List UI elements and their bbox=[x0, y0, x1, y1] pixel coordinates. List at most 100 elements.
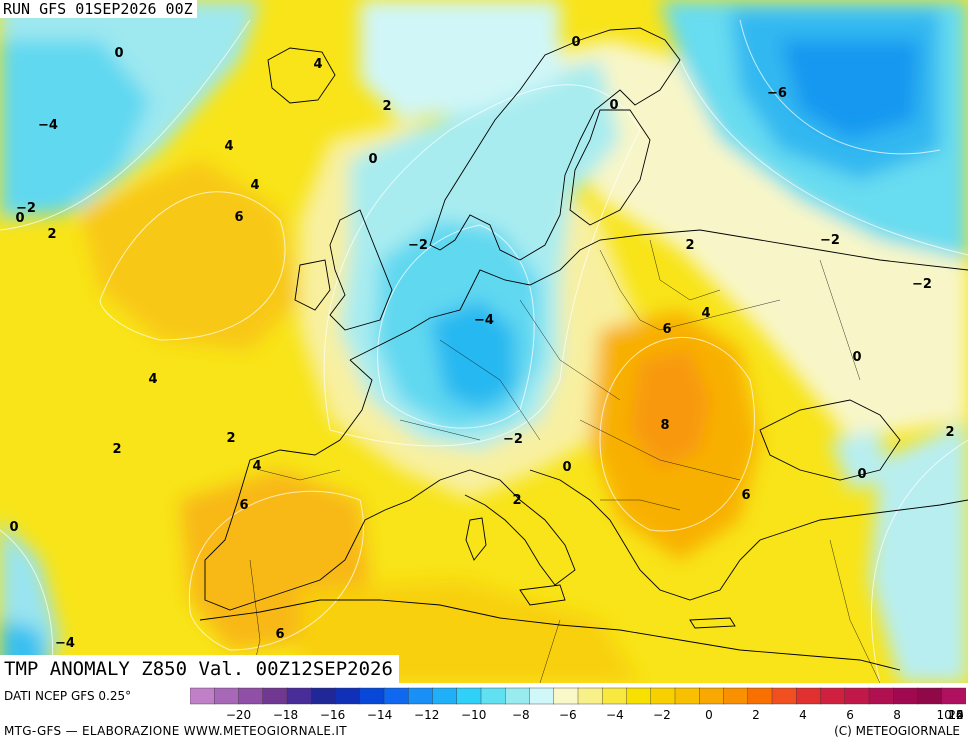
colorbar-swatch bbox=[844, 687, 870, 705]
colorbar-tick-label: 20 bbox=[948, 708, 963, 722]
colorbar-swatch bbox=[408, 687, 434, 705]
colorbar-tick-label: −20 bbox=[226, 708, 251, 722]
colorbar-tick-label: 16 bbox=[948, 708, 963, 722]
coastline-ireland bbox=[294, 259, 331, 311]
colorbar-swatch bbox=[820, 687, 846, 705]
colorbar-swatch bbox=[262, 687, 288, 705]
colorbar-swatch bbox=[238, 687, 264, 705]
coastline-scandinavia bbox=[429, 27, 681, 261]
contour-label: 2 bbox=[685, 238, 694, 253]
colorbar-swatch bbox=[577, 687, 603, 705]
contour-label: −2 bbox=[912, 277, 932, 292]
coastline-continent bbox=[349, 229, 968, 361]
colorbar-tick-label: −14 bbox=[367, 708, 392, 722]
colorbar-swatch bbox=[917, 687, 943, 705]
colorbar-swatch bbox=[456, 687, 482, 705]
data-source-label: DATI NCEP GFS 0.25° bbox=[4, 689, 132, 703]
coastline-sicily bbox=[519, 584, 566, 606]
coastline-turkey bbox=[789, 499, 968, 531]
run-label: RUN GFS 01SEP2026 00Z bbox=[0, 0, 197, 18]
contour-label: 6 bbox=[662, 322, 671, 337]
contour-label: −2 bbox=[503, 432, 523, 447]
colorbar-swatch bbox=[796, 687, 822, 705]
colorbar-tick-label: −8 bbox=[512, 708, 530, 722]
contour-label: −2 bbox=[16, 201, 36, 216]
colorbar-tick-label: 0 bbox=[705, 708, 713, 722]
colorbar-swatch bbox=[529, 687, 555, 705]
contour-label: 2 bbox=[945, 425, 954, 440]
colorbar-swatch bbox=[480, 687, 506, 705]
colorbar-tick-label: −4 bbox=[606, 708, 624, 722]
contour-label: −4 bbox=[38, 118, 58, 133]
contour-label: 0 bbox=[368, 152, 377, 167]
contour-label: 6 bbox=[275, 627, 284, 642]
contour-label: 8 bbox=[660, 418, 669, 433]
field-zone-cold-se bbox=[870, 420, 968, 683]
coastline-iceland bbox=[267, 47, 336, 104]
contour-label: 0 bbox=[609, 98, 618, 113]
colorbar-swatch bbox=[432, 687, 458, 705]
contour-label: 6 bbox=[234, 210, 243, 225]
colorbar-tick-label: 8 bbox=[893, 708, 901, 722]
colorbar-tick-label: −12 bbox=[414, 708, 439, 722]
colorbar-swatch bbox=[868, 687, 894, 705]
anomaly-map: 0 4 2 0 0 0 −6 −4 4 4 6 −2 0 2 −2 2 −2 −… bbox=[0, 0, 968, 683]
colorbar-swatch bbox=[602, 687, 628, 705]
colorbar-swatch bbox=[553, 687, 579, 705]
contour-label: 4 bbox=[250, 178, 259, 193]
colorbar-swatch bbox=[747, 687, 773, 705]
coastline-sardinia bbox=[465, 517, 487, 561]
colorbar-swatch bbox=[893, 687, 919, 705]
colorbar-swatch bbox=[723, 687, 749, 705]
coastline-france-iberia bbox=[204, 359, 441, 611]
colorbar-swatch bbox=[190, 687, 215, 705]
field-zone-light-yellow bbox=[520, 40, 968, 440]
colorbar-tick-label: 4 bbox=[799, 708, 807, 722]
colorbar-swatch bbox=[505, 687, 531, 705]
contour-label: 0 bbox=[852, 350, 861, 365]
colorbar-swatches bbox=[190, 687, 966, 705]
coastline-crete bbox=[689, 617, 736, 629]
coastline-italy bbox=[439, 469, 576, 586]
contour-label: 6 bbox=[239, 498, 248, 513]
colorbar-swatch bbox=[674, 687, 700, 705]
colorbar-swatch bbox=[214, 687, 240, 705]
field-zone-cold-ne-inner bbox=[780, 40, 920, 140]
colorbar-swatch bbox=[359, 687, 385, 705]
contour-label: −4 bbox=[474, 313, 494, 328]
coastlines bbox=[199, 27, 968, 671]
colorbar: −20 −18 −16 −14 −12 −10 −8 −6 −4 −2 0 2 4 6 8 101214162… bbox=[190, 687, 966, 722]
contour-label: 6 bbox=[741, 488, 750, 503]
field-zone-cold-central-core bbox=[430, 300, 515, 410]
contour-label: 2 bbox=[112, 442, 121, 457]
contour-label: 0 bbox=[15, 211, 24, 226]
contour-label: 2 bbox=[226, 431, 235, 446]
colorbar-tick-label: 12 bbox=[948, 708, 963, 722]
contour-label: 2 bbox=[512, 493, 521, 508]
footer: DATI NCEP GFS 0.25° −20 −18 −16 −14 −12 −10 −8… bbox=[0, 683, 968, 745]
colorbar-swatch bbox=[626, 687, 652, 705]
colorbar-tick-label: −18 bbox=[273, 708, 298, 722]
colorbar-ticks: −20 −18 −16 −14 −12 −10 −8 −6 −4 −2 0 2 4 6 8 101214162… bbox=[226, 708, 964, 722]
colorbar-tick-label: 6 bbox=[846, 708, 854, 722]
contour-label: 0 bbox=[571, 35, 580, 50]
contour-label: 0 bbox=[9, 520, 18, 535]
contour-label: 4 bbox=[701, 306, 710, 321]
contour-label: 4 bbox=[313, 57, 322, 72]
field-zone-cold-arctic bbox=[360, 0, 560, 120]
borders bbox=[249, 239, 881, 683]
contour-label: −2 bbox=[820, 233, 840, 248]
contour-label: 0 bbox=[114, 46, 123, 61]
colorbar-swatch bbox=[771, 687, 797, 705]
colorbar-tick-label: 14 bbox=[948, 708, 963, 722]
colorbar-swatch bbox=[941, 687, 966, 705]
contour-label: 2 bbox=[47, 227, 56, 242]
coastline-finland bbox=[569, 109, 651, 226]
contour-label: 0 bbox=[857, 467, 866, 482]
contour-labels: 0 4 2 0 0 0 −6 −4 4 4 6 −2 0 2 −2 2 −2 −… bbox=[9, 35, 954, 651]
map-title: TMP ANOMALY Z850 Val. 00Z12SEP2026 bbox=[0, 655, 399, 683]
contour-label: −6 bbox=[767, 86, 787, 101]
field-zone-cold-nw-mid bbox=[0, 40, 150, 215]
colorbar-tick-label: −6 bbox=[559, 708, 577, 722]
colorbar-swatch bbox=[286, 687, 312, 705]
